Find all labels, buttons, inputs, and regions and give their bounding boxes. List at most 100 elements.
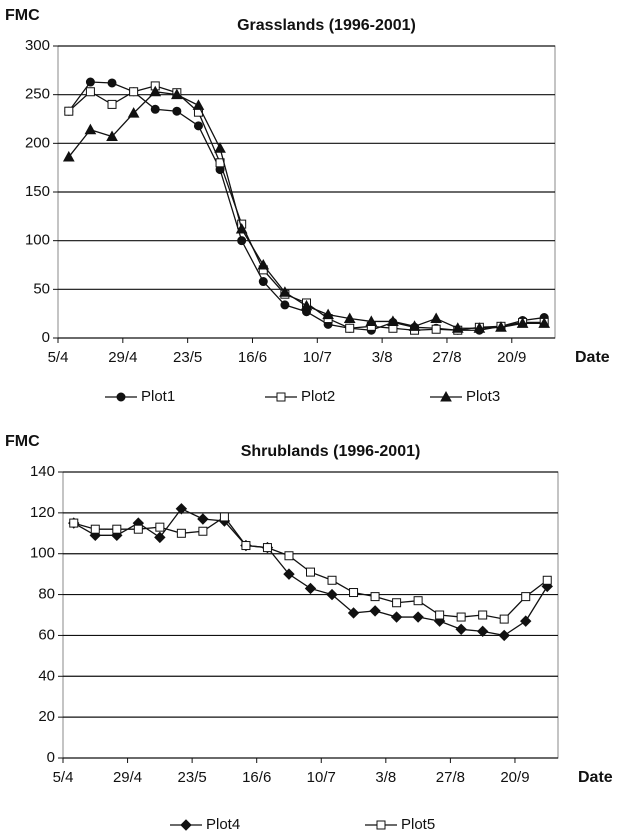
marker xyxy=(455,623,467,636)
legend-label: Plot3 xyxy=(466,388,500,405)
x-axis-label: Date xyxy=(575,349,610,366)
x-tick-label: 27/8 xyxy=(432,349,461,366)
marker xyxy=(392,598,402,608)
marker xyxy=(345,323,355,333)
y-tick-label: 150 xyxy=(25,183,50,200)
marker xyxy=(280,300,290,310)
marker xyxy=(343,312,356,324)
marker xyxy=(197,513,209,525)
marker xyxy=(237,236,247,246)
marker xyxy=(430,312,443,324)
marker xyxy=(412,611,424,623)
legend-label: Plot5 xyxy=(401,816,435,833)
marker xyxy=(62,150,75,162)
marker xyxy=(300,299,313,311)
series-line xyxy=(68,91,545,329)
marker xyxy=(127,107,140,118)
y-axis-label: FMC xyxy=(5,7,40,24)
marker xyxy=(304,582,317,595)
marker xyxy=(172,106,182,116)
x-tick-label: 5/4 xyxy=(53,769,74,786)
marker xyxy=(112,524,122,534)
marker xyxy=(129,87,139,97)
marker xyxy=(170,88,183,100)
marker xyxy=(516,317,529,328)
marker xyxy=(262,543,272,553)
marker xyxy=(107,99,117,109)
y-tick-label: 250 xyxy=(25,86,50,103)
y-tick-label: 200 xyxy=(25,134,50,151)
marker xyxy=(175,503,188,515)
marker xyxy=(370,592,380,602)
legend-label: Plot2 xyxy=(301,388,335,405)
x-tick-label: 3/8 xyxy=(372,349,393,366)
y-tick-label: 100 xyxy=(25,232,50,249)
y-axis-label: FMC xyxy=(5,433,40,450)
marker xyxy=(198,526,208,536)
marker xyxy=(257,258,270,270)
marker xyxy=(279,286,291,297)
marker xyxy=(155,522,165,532)
x-tick-label: 10/7 xyxy=(307,769,336,786)
marker xyxy=(193,121,203,131)
y-tick-label: 60 xyxy=(38,626,55,643)
marker xyxy=(521,592,531,602)
chart-title: Shrublands (1996-2001) xyxy=(241,443,421,460)
y-tick-label: 120 xyxy=(30,504,55,521)
marker xyxy=(476,625,489,638)
x-tick-label: 23/5 xyxy=(173,349,202,366)
legend-label: Plot4 xyxy=(206,816,240,833)
marker xyxy=(456,612,466,622)
x-tick-label: 20/9 xyxy=(500,769,529,786)
marker xyxy=(387,315,399,326)
legend-marker xyxy=(116,392,126,402)
y-tick-label: 40 xyxy=(38,667,55,684)
marker xyxy=(85,87,95,97)
marker xyxy=(149,85,162,97)
marker xyxy=(150,104,160,114)
marker xyxy=(176,528,186,538)
marker xyxy=(133,524,143,534)
marker xyxy=(284,551,294,561)
series-line xyxy=(68,81,545,331)
marker xyxy=(473,322,486,333)
legend-label: Plot1 xyxy=(141,388,175,405)
marker xyxy=(451,322,464,333)
y-tick-label: 80 xyxy=(38,586,55,603)
marker xyxy=(349,588,359,598)
y-tick-label: 140 xyxy=(30,463,55,480)
x-tick-label: 29/4 xyxy=(113,769,142,786)
marker xyxy=(241,541,251,551)
marker xyxy=(84,123,97,135)
marker xyxy=(69,518,79,528)
marker xyxy=(154,531,166,544)
marker xyxy=(106,130,118,142)
x-tick-label: 10/7 xyxy=(303,349,332,366)
marker xyxy=(235,222,248,234)
y-tick-label: 0 xyxy=(47,749,55,766)
marker xyxy=(107,78,117,88)
marker xyxy=(214,142,226,153)
y-tick-label: 20 xyxy=(38,708,55,725)
y-tick-label: 100 xyxy=(30,545,55,562)
marker xyxy=(64,106,74,116)
x-tick-label: 5/4 xyxy=(48,349,69,366)
marker xyxy=(192,99,205,110)
marker xyxy=(435,610,445,620)
marker xyxy=(408,320,421,331)
marker xyxy=(322,308,334,320)
legend-marker xyxy=(276,392,286,402)
marker xyxy=(327,575,337,585)
x-tick-label: 20/9 xyxy=(497,349,526,366)
series-line xyxy=(68,85,545,331)
x-tick-label: 27/8 xyxy=(436,769,465,786)
x-tick-label: 16/6 xyxy=(242,769,271,786)
marker xyxy=(90,524,100,534)
x-axis-label: Date xyxy=(578,769,613,786)
legend-marker xyxy=(440,390,452,402)
marker xyxy=(347,607,360,619)
legend-marker xyxy=(180,819,192,831)
y-tick-label: 50 xyxy=(33,280,50,297)
marker xyxy=(390,611,403,623)
marker xyxy=(431,324,441,334)
